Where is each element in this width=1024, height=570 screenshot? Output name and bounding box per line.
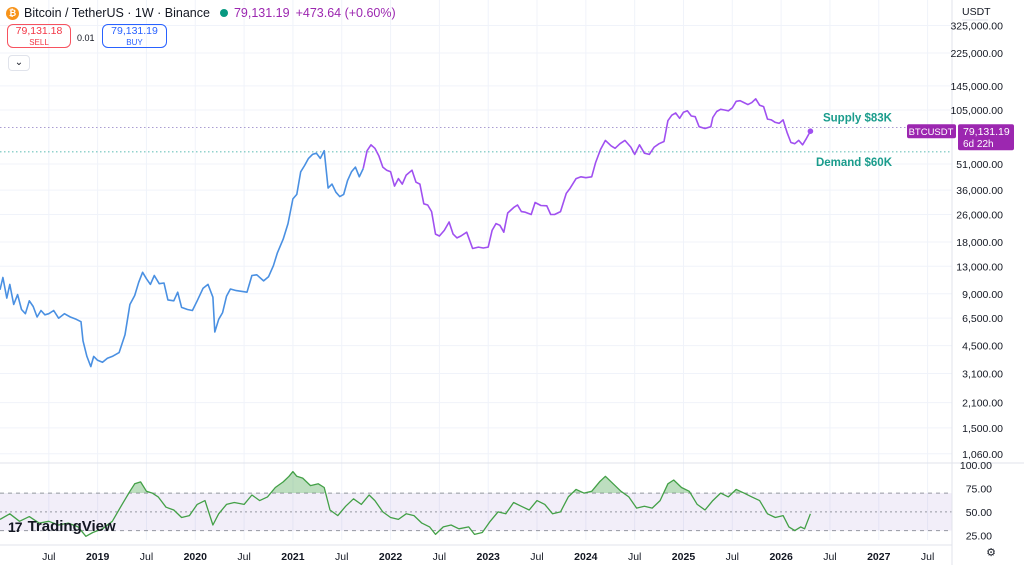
time-tick-label: Jul xyxy=(237,551,250,563)
sell-button[interactable]: 79,131.18 SELL xyxy=(7,24,71,48)
price-line-recent xyxy=(362,98,812,250)
price-levels: Supply $83K Demand $60K xyxy=(0,113,952,169)
header-change: +473.64 (+0.60%) xyxy=(295,6,396,20)
price-line-early xyxy=(0,149,364,368)
time-tick-label: Jul xyxy=(921,551,934,563)
time-tick-label: 2025 xyxy=(672,551,696,563)
price-tick-label: 225,000.00 xyxy=(950,48,1003,60)
bitcoin-icon: ₿ xyxy=(6,6,19,20)
price-tick-label: 105,000.00 xyxy=(950,105,1003,117)
currency-label: USDT xyxy=(962,6,991,18)
price-tick-label: 145,000.00 xyxy=(950,81,1003,93)
price-tick-label: 51,000.00 xyxy=(956,159,1003,171)
buy-button[interactable]: 79,131.19 BUY xyxy=(102,24,167,48)
time-tick-label: Jul xyxy=(530,551,543,563)
sell-price: 79,131.18 xyxy=(15,25,63,37)
tradingview-logo-icon: 17 xyxy=(8,518,23,535)
price-tick-label: 3,100.00 xyxy=(962,369,1003,381)
price-badge-countdown: 6d 22h xyxy=(963,139,994,150)
symbol-badge-bg xyxy=(907,124,956,139)
time-tick-label: Jul xyxy=(628,551,641,563)
time-tick-label: 2021 xyxy=(281,551,305,563)
rsi-tick-label: 25.00 xyxy=(966,530,992,542)
time-tick-label: 2022 xyxy=(379,551,403,563)
grid-lines xyxy=(0,0,952,540)
time-tick-label: Jul xyxy=(823,551,836,563)
time-tick-label: Jul xyxy=(140,551,153,563)
time-tick-label: 2023 xyxy=(477,551,501,563)
time-tick-label: Jul xyxy=(42,551,55,563)
price-tick-label: 6,500.00 xyxy=(962,313,1003,325)
time-tick-label: 2020 xyxy=(184,551,208,563)
gear-icon[interactable]: ⚙ xyxy=(986,546,996,559)
header-last-price: 79,131.19 xyxy=(233,6,290,20)
buy-label: BUY xyxy=(126,38,143,47)
price-tick-label: 4,500.00 xyxy=(962,341,1003,353)
price-tick-label: 13,000.00 xyxy=(956,261,1003,273)
tradingview-logo[interactable]: 17 TradingView xyxy=(8,518,116,535)
symbol-title[interactable]: Bitcoin / TetherUS · 1W · Binance xyxy=(24,6,210,20)
price-series xyxy=(0,98,814,368)
buy-price: 79,131.19 xyxy=(111,25,158,37)
rsi-axis-labels: 100.00 75.00 50.00 25.00 xyxy=(960,460,992,542)
rsi-band xyxy=(0,492,952,532)
price-tick-label: 1,060.00 xyxy=(962,449,1003,461)
time-axis-labels[interactable]: Jul 2019 Jul 2020 Jul 2021 Jul 2022 Jul 2023 Jul 20… xyxy=(42,551,934,563)
sell-label: SELL xyxy=(29,38,49,47)
symbol-badge-text: BTCUSDT xyxy=(909,127,954,138)
spread-value: 0.01 xyxy=(77,33,95,43)
time-tick-label: 2019 xyxy=(86,551,110,563)
rsi-tick-label: 50.00 xyxy=(966,507,992,519)
last-price-dot xyxy=(807,128,814,135)
time-tick-label: 2027 xyxy=(867,551,891,563)
time-tick-label: 2026 xyxy=(769,551,793,563)
market-status-icon xyxy=(219,9,228,17)
price-tick-label: 2,100.00 xyxy=(962,398,1003,410)
time-tick-label: Jul xyxy=(335,551,348,563)
symbol-header[interactable]: ₿ Bitcoin / TetherUS · 1W · Binance 79,1… xyxy=(6,4,396,22)
rsi-series xyxy=(0,470,812,537)
price-tick-label: 26,000.00 xyxy=(956,209,1003,221)
price-badge-bg xyxy=(958,124,1014,151)
price-tick-label: 325,000.00 xyxy=(950,21,1003,33)
rsi-tick-label: 75.00 xyxy=(966,483,992,495)
price-tick-label: 9,000.00 xyxy=(962,289,1003,301)
rsi-line xyxy=(0,470,812,537)
price-tick-label: 1,500.00 xyxy=(962,423,1003,435)
rsi-tick-label: 100.00 xyxy=(960,460,992,472)
time-tick-label: 2024 xyxy=(574,551,598,563)
collapse-chevron-icon[interactable]: ⌄ xyxy=(8,55,30,71)
supply-label: Supply $83K xyxy=(823,113,893,125)
price-badge-value: 79,131.19 xyxy=(963,126,1010,138)
time-tick-label: Jul xyxy=(433,551,446,563)
price-tick-label: 18,000.00 xyxy=(956,237,1003,249)
demand-label: Demand $60K xyxy=(816,157,893,169)
rsi-overbought-fill xyxy=(0,471,811,494)
price-tick-label: 36,000.00 xyxy=(956,185,1003,197)
time-tick-label: Jul xyxy=(726,551,739,563)
tradingview-logo-text: TradingView xyxy=(27,518,116,535)
price-axis-labels[interactable]: USDT 325,000.00 225,000.00 145,000.00 105,00… xyxy=(950,6,1003,461)
